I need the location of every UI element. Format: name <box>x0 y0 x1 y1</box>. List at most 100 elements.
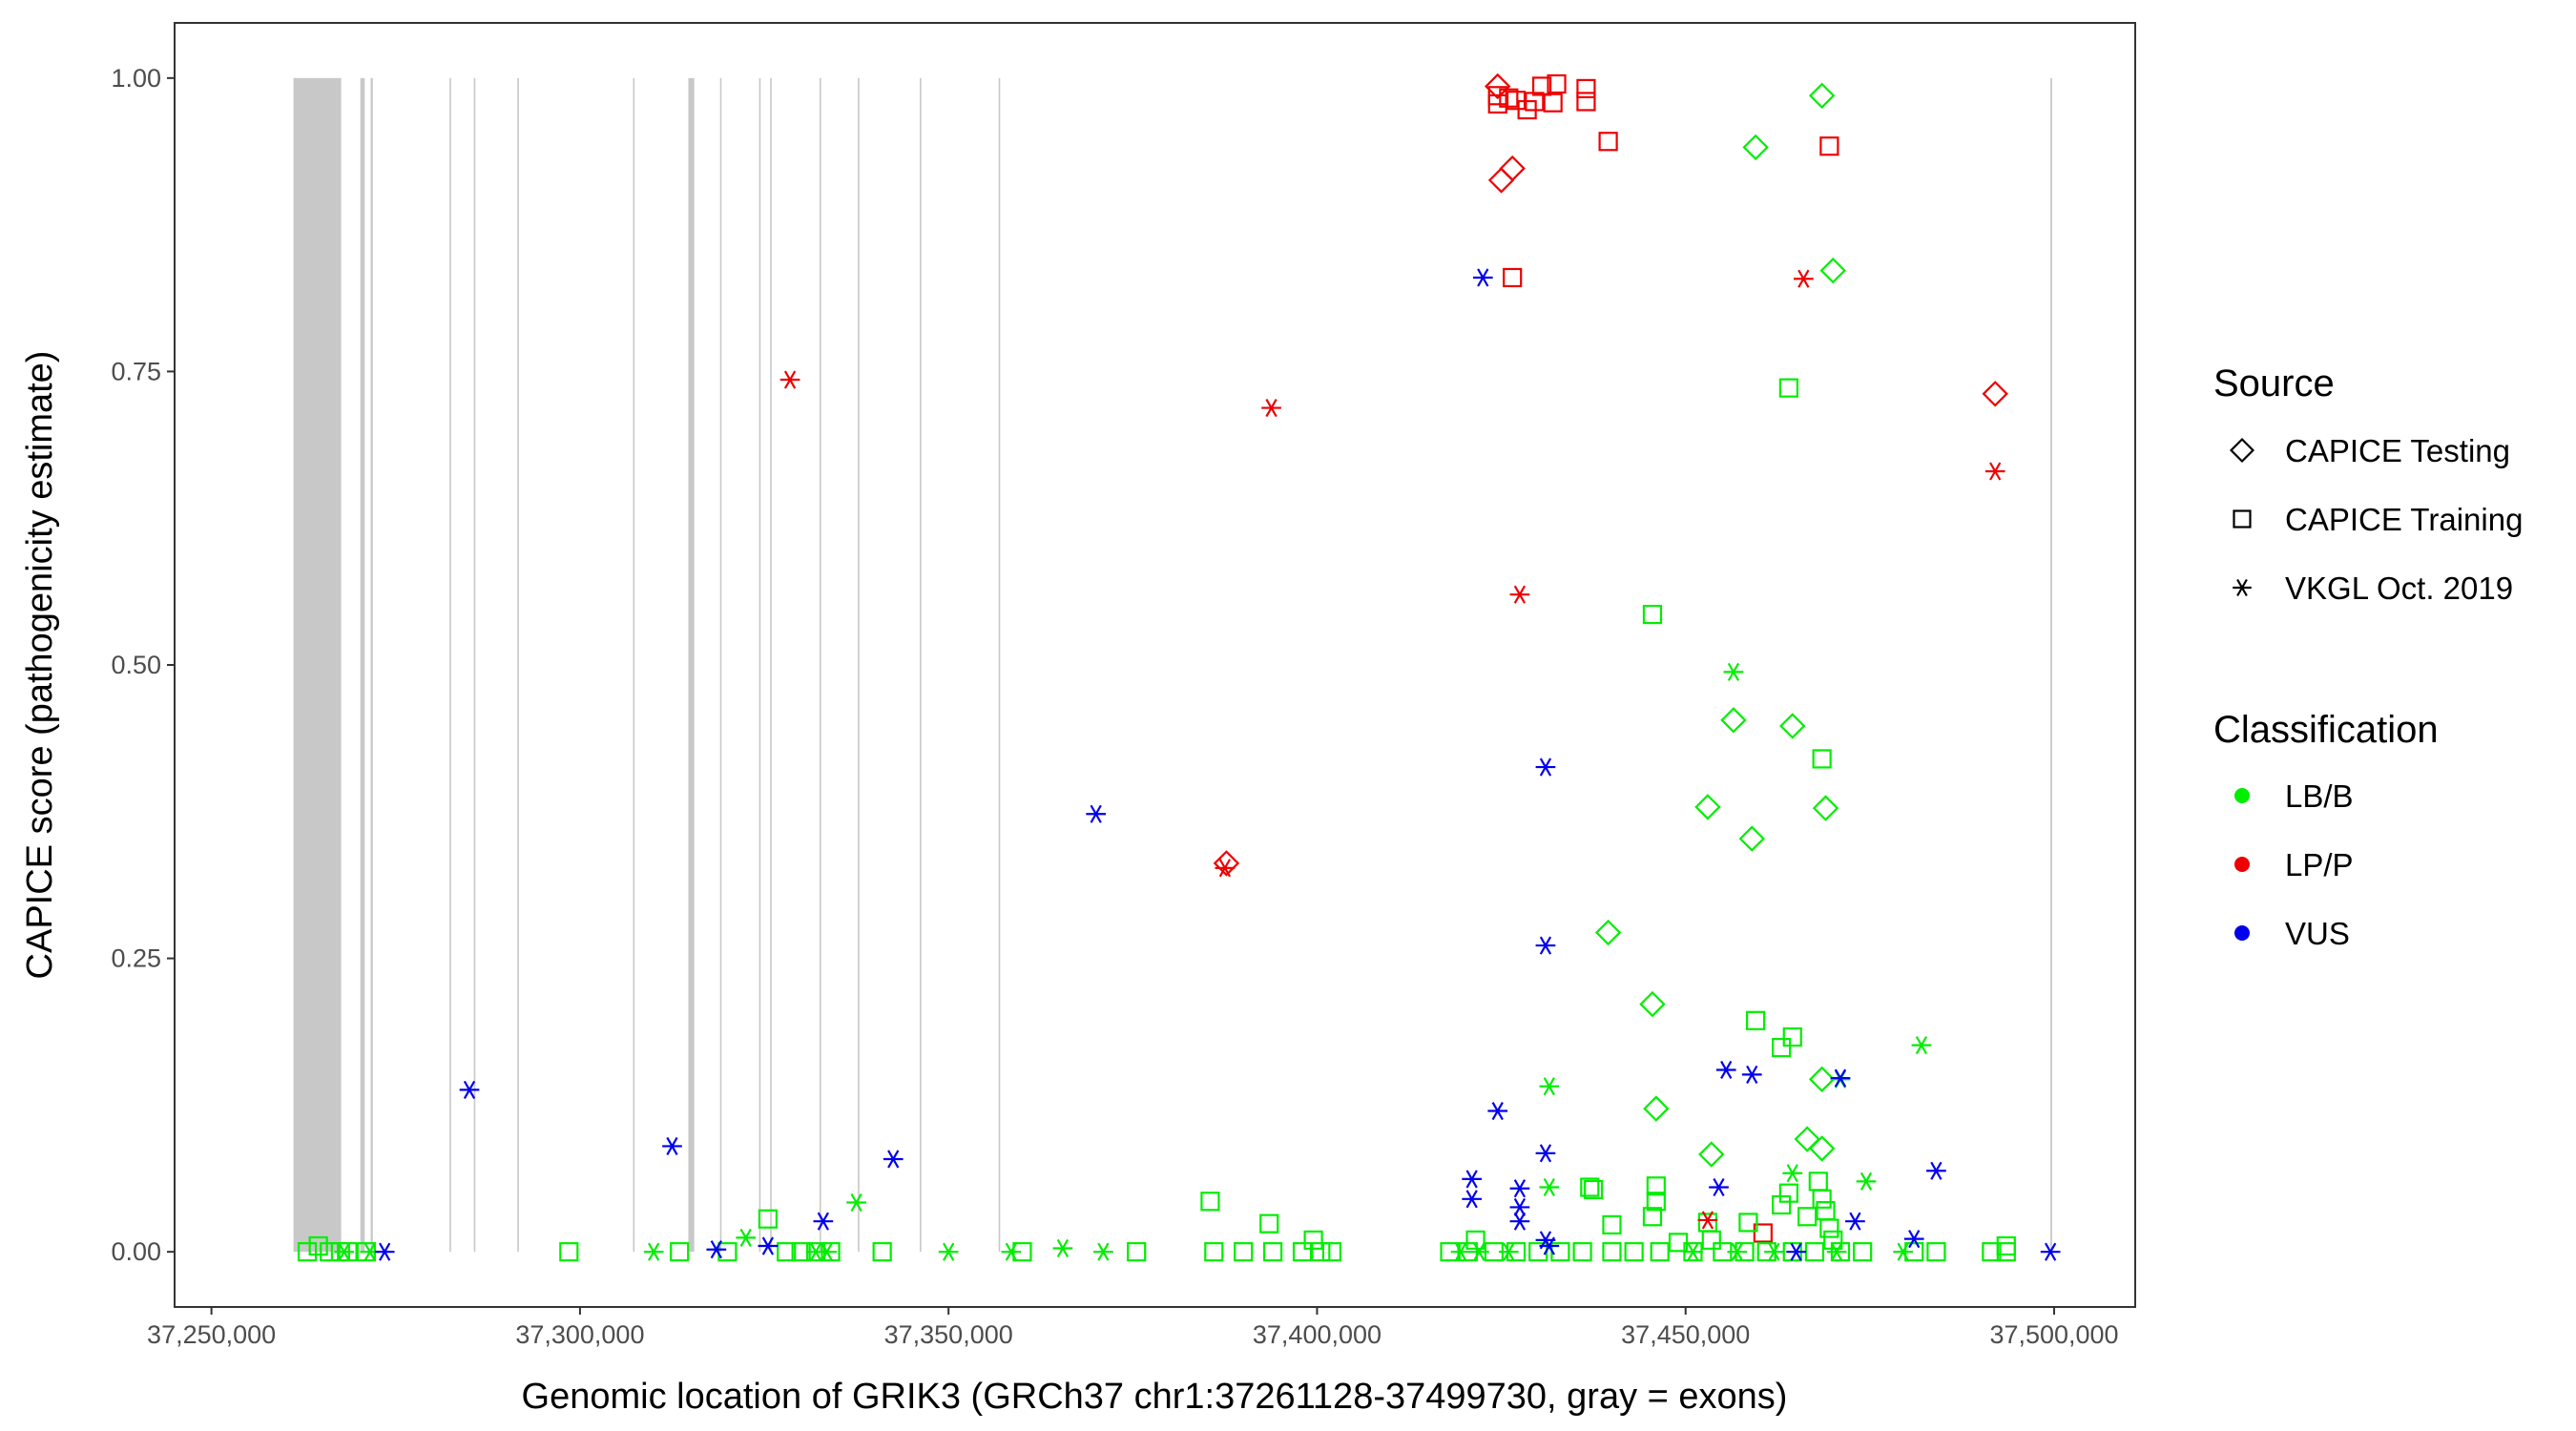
point-square-lbb-3-9 <box>1303 1230 1323 1250</box>
point-diamond-lbb-1-13 <box>1698 1141 1725 1168</box>
point-square-lbb-3-69 <box>1853 1242 1873 1262</box>
point-diamond-lbb-1-3 <box>1720 707 1747 734</box>
point-square-lbb-3-26 <box>1823 1230 1843 1250</box>
point-square-lbb-3-5 <box>1772 1037 1792 1058</box>
point-square-lbb-3-49 <box>1292 1242 1313 1262</box>
exon-band-2 <box>360 77 365 1253</box>
point-square-lpp-2-13 <box>1503 267 1523 288</box>
y-tick-label-4: 1.00 <box>111 64 161 93</box>
point-square-lbb-3-15 <box>1602 1214 1622 1234</box>
point-square-lbb-3-48 <box>1263 1242 1283 1262</box>
point-asterisk-lbb-5-20 <box>1727 1242 1748 1261</box>
point-asterisk-lbb-5-11 <box>817 1242 838 1261</box>
data-points <box>297 73 2061 1262</box>
point-asterisk-vus-6-4 <box>459 1080 480 1099</box>
point-diamond-lbb-1-12 <box>1794 1126 1820 1152</box>
point-asterisk-vus-6-8 <box>1715 1060 1736 1080</box>
x-tick-label-3: 37,400,000 <box>1253 1320 1381 1349</box>
legend-key-lpp <box>2234 857 2250 872</box>
point-asterisk-vus-6-15 <box>1509 1179 1530 1198</box>
point-asterisk-lbb-5-1 <box>1911 1036 1932 1055</box>
point-square-lbb-3-18 <box>1738 1213 1758 1233</box>
y-tick-label-3: 0.75 <box>111 357 161 385</box>
point-diamond-lpp-0-0 <box>1485 73 1511 100</box>
legend-key-vus <box>2234 925 2250 941</box>
point-asterisk-vus-6-19 <box>1845 1212 1865 1231</box>
point-square-lbb-3-24 <box>1816 1201 1836 1221</box>
y-tick-label-1: 0.25 <box>111 944 161 973</box>
point-square-lbb-3-31 <box>297 1242 318 1262</box>
point-square-lpp-2-12 <box>1819 136 1839 156</box>
point-asterisk-lbb-5-4 <box>1782 1164 1803 1183</box>
point-square-lbb-3-17 <box>1701 1230 1721 1250</box>
point-asterisk-lbb-5-18 <box>1498 1242 1519 1261</box>
y-axis-title: CAPICE score (pathogenicity estimate) <box>20 351 60 980</box>
point-asterisk-vus-6-25 <box>374 1242 395 1261</box>
point-asterisk-vus-6-27 <box>1786 1242 1806 1261</box>
point-asterisk-lbb-5-23 <box>1893 1242 1913 1261</box>
x-axis-title: Genomic location of GRIK3 (GRCh37 chr1:3… <box>522 1377 1788 1417</box>
point-diamond-lpp-0-1 <box>1499 155 1526 182</box>
point-square-lbb-3-14 <box>1642 1207 1663 1227</box>
point-square-lbb-3-36 <box>559 1242 579 1262</box>
point-asterisk-lpp-4-3 <box>1215 859 1236 878</box>
point-diamond-lbb-1-9 <box>1639 990 1666 1018</box>
point-asterisk-vus-6-24 <box>1903 1230 1924 1249</box>
point-diamond-lbb-1-6 <box>1812 795 1839 821</box>
y-tick-label-2: 0.50 <box>111 651 161 679</box>
point-square-lbb-3-73 <box>1996 1242 2016 1262</box>
point-diamond-lbb-1-5 <box>1694 794 1721 820</box>
point-asterisk-vus-6-20 <box>813 1212 834 1231</box>
exon-band-15 <box>998 77 1001 1253</box>
point-asterisk-lbb-5-17 <box>1469 1242 1489 1261</box>
point-asterisk-lpp-4-6 <box>1697 1211 1718 1230</box>
point-asterisk-lpp-4-1 <box>1261 399 1281 418</box>
exon-band-5 <box>473 77 476 1253</box>
point-square-lbb-3-22 <box>1808 1172 1828 1192</box>
point-diamond-lbb-1-0 <box>1808 82 1836 109</box>
point-asterisk-vus-6-21 <box>706 1240 727 1259</box>
x-tick-label-0: 37,250,000 <box>147 1320 276 1349</box>
point-asterisk-vus-6-17 <box>1509 1212 1530 1231</box>
point-asterisk-vus-6-6 <box>883 1150 904 1169</box>
exon-bands <box>293 77 2052 1253</box>
legend-key-square <box>2233 509 2252 529</box>
point-asterisk-vus-6-1 <box>1535 757 1556 777</box>
point-asterisk-lbb-5-5 <box>1856 1172 1877 1191</box>
exon-band-4 <box>449 77 451 1253</box>
point-square-lbb-3-59 <box>1602 1242 1622 1262</box>
point-square-lbb-3-61 <box>1650 1242 1670 1262</box>
point-asterisk-vus-6-22 <box>758 1236 779 1255</box>
point-square-lbb-3-2 <box>1812 749 1832 769</box>
point-diamond-lbb-1-4 <box>1779 713 1806 739</box>
point-diamond-lpp-0-2 <box>1487 167 1515 194</box>
point-square-lpp-2-2 <box>1499 88 1519 108</box>
point-asterisk-lpp-4-0 <box>779 370 800 389</box>
point-square-lbb-3-7 <box>1259 1213 1279 1234</box>
point-asterisk-vus-6-26 <box>2040 1242 2061 1261</box>
point-square-lbb-3-29 <box>308 1235 328 1256</box>
y-tick-label-0: 0.00 <box>111 1237 161 1266</box>
point-square-lbb-3-25 <box>1819 1218 1839 1238</box>
point-square-lpp-2-7 <box>1547 73 1567 94</box>
legend-key-lbb <box>2234 788 2250 803</box>
point-square-lbb-3-12 <box>1646 1176 1666 1196</box>
point-asterisk-lbb-5-24 <box>334 1242 355 1261</box>
legend-label-vus: VUS <box>2285 916 2350 951</box>
point-asterisk-vus-6-5 <box>662 1136 682 1155</box>
point-square-lbb-3-20 <box>1778 1183 1798 1203</box>
point-diamond-lbb-1-10 <box>1808 1066 1836 1093</box>
legend-label-lbb: LB/B <box>2285 778 2354 814</box>
point-square-lbb-3-71 <box>1926 1242 1946 1262</box>
plot-panel-border <box>174 22 2136 1308</box>
point-asterisk-vus-6-18 <box>1709 1177 1729 1197</box>
legend-title-source: Source <box>2213 363 2335 404</box>
point-square-lbb-3-58 <box>1572 1242 1592 1262</box>
point-square-lbb-3-19 <box>1772 1194 1792 1215</box>
point-square-lbb-3-4 <box>1782 1027 1802 1047</box>
point-square-lbb-3-60 <box>1624 1242 1644 1262</box>
point-square-lpp-2-5 <box>1525 92 1545 112</box>
point-asterisk-lbb-5-9 <box>643 1242 664 1261</box>
point-asterisk-lbb-5-12 <box>938 1242 959 1261</box>
point-asterisk-vus-6-11 <box>1535 1144 1556 1163</box>
